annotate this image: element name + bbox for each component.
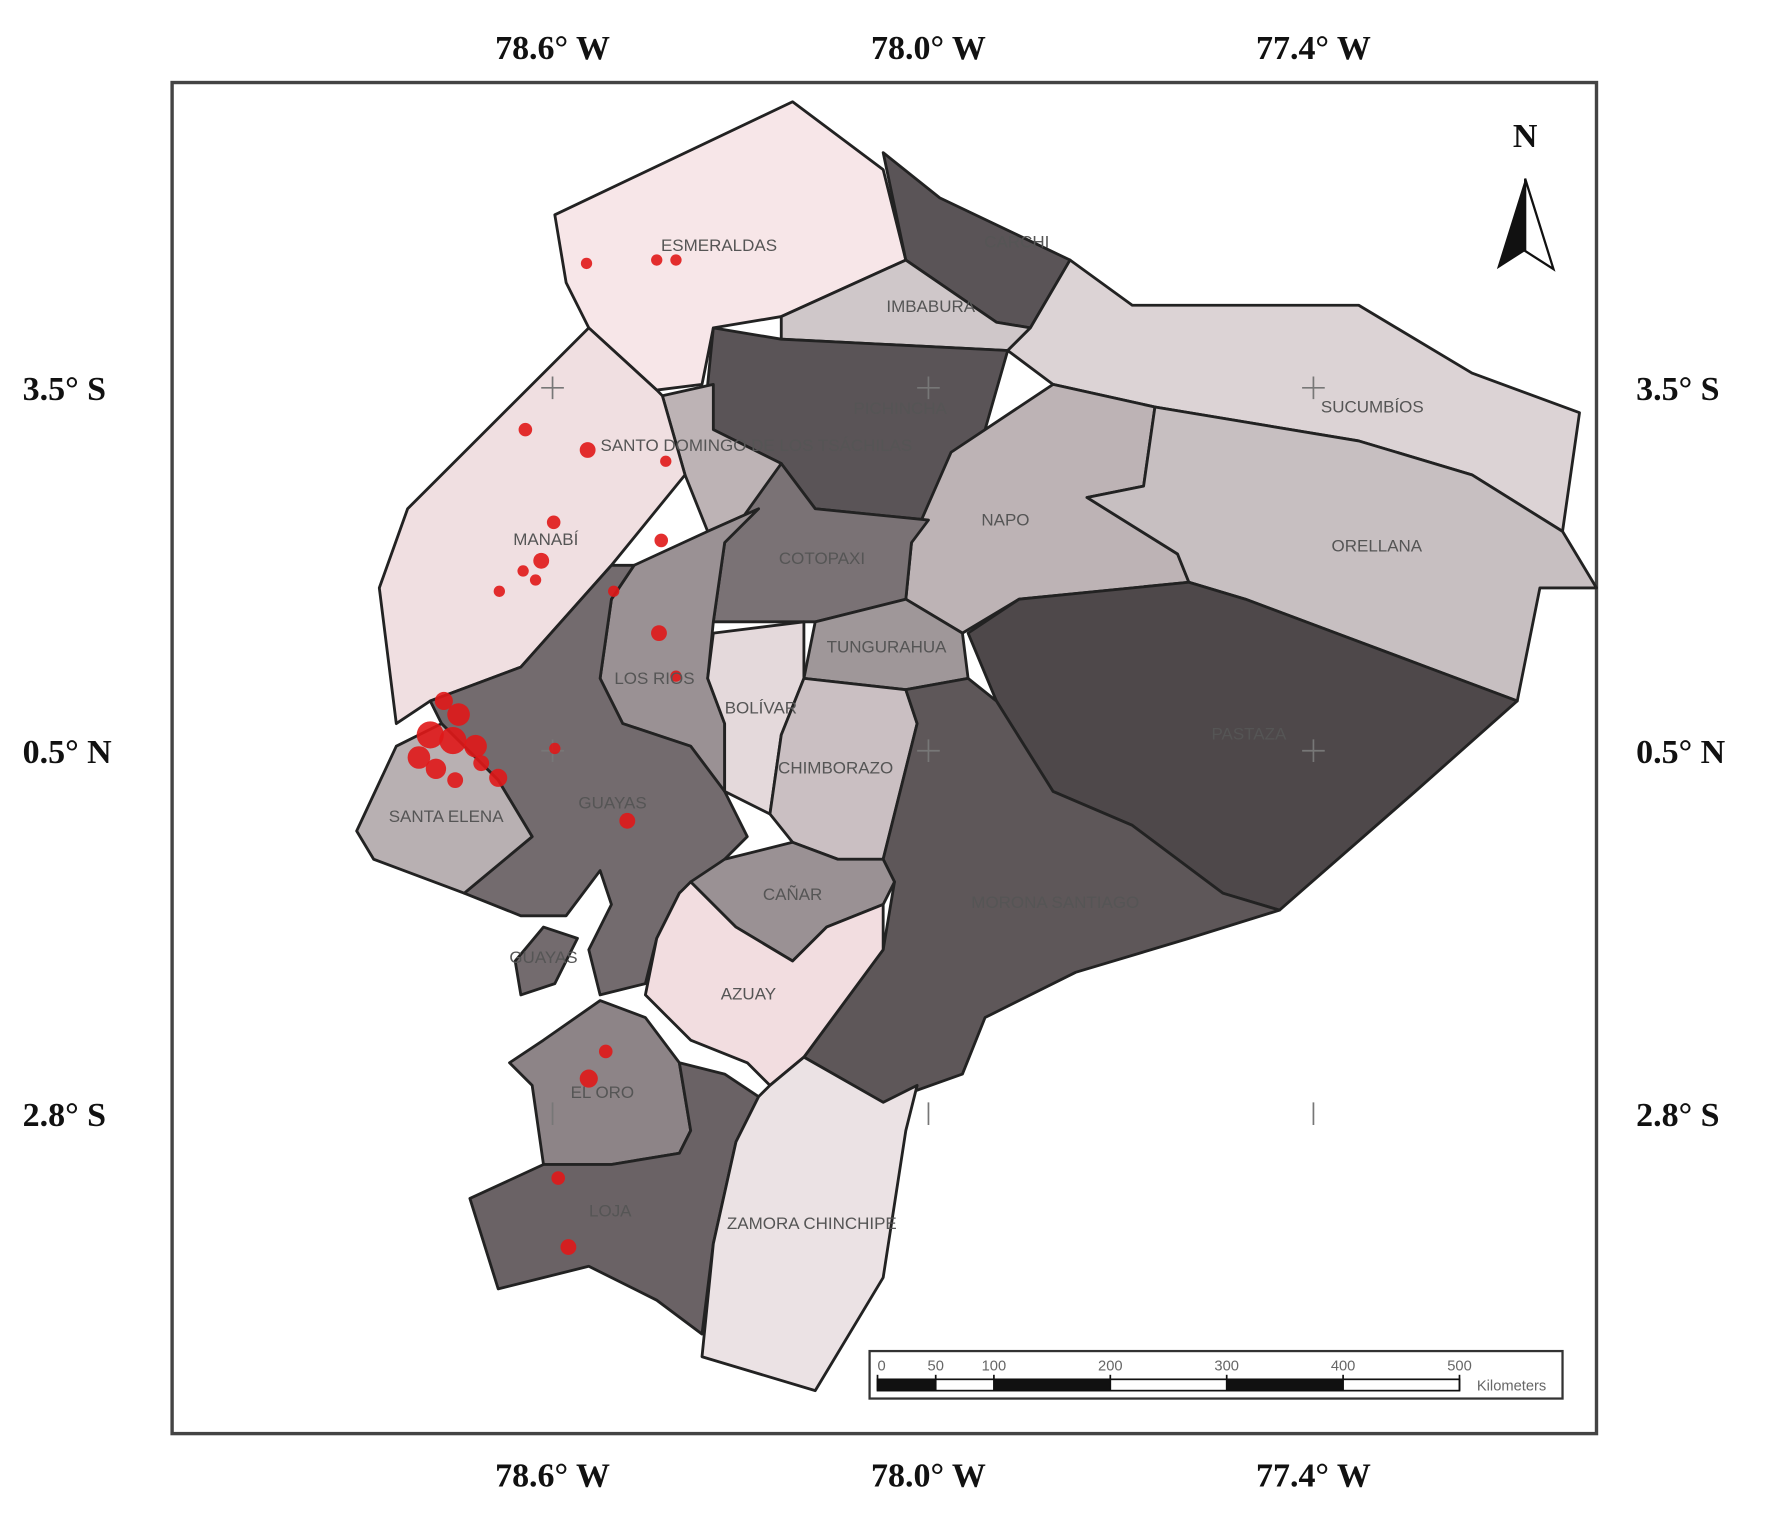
province-label: LOJA bbox=[589, 1201, 632, 1220]
province bbox=[700, 1055, 919, 1393]
province bbox=[355, 722, 534, 895]
province bbox=[513, 925, 579, 997]
north-arrow bbox=[1496, 178, 1556, 272]
province-label: CARCHI bbox=[984, 233, 1049, 252]
scale-tick-label: 50 bbox=[928, 1358, 944, 1374]
province-label: EL ORO bbox=[571, 1083, 635, 1102]
province-label: CAÑAR bbox=[763, 884, 822, 904]
scale-tick-label: 400 bbox=[1331, 1358, 1356, 1374]
province bbox=[1085, 405, 1598, 703]
province-label: GUAYAS bbox=[578, 793, 646, 812]
province-label: NAPO bbox=[981, 511, 1029, 530]
north-label: N bbox=[1513, 118, 1538, 155]
latitude-label: 2.8° S bbox=[23, 1097, 106, 1134]
scale-segment bbox=[877, 1379, 936, 1391]
provinces bbox=[355, 100, 1598, 1393]
scale-tick-label: 200 bbox=[1098, 1358, 1123, 1374]
scale-tick-label: 0 bbox=[878, 1358, 886, 1374]
province-label: MANABÍ bbox=[513, 530, 578, 549]
province-label: SUCUMBÍOS bbox=[1321, 398, 1424, 417]
province-label: LOS RIOS bbox=[614, 669, 694, 688]
scale-bar bbox=[868, 1349, 1564, 1400]
sample-points bbox=[407, 254, 682, 1255]
scale-segment bbox=[993, 1379, 1111, 1391]
scale-tick-label: 500 bbox=[1447, 1358, 1472, 1374]
scale-tick-label: 100 bbox=[982, 1358, 1007, 1374]
province-label: CHIMBORAZO bbox=[778, 758, 893, 777]
latitude-label: 2.8° S bbox=[1636, 1097, 1719, 1134]
province-label: COTOPAXI bbox=[779, 549, 865, 568]
province-label: BOLÍVAR bbox=[725, 698, 797, 717]
scale-segment bbox=[1226, 1379, 1344, 1391]
province-label: TUNGURAHUA bbox=[827, 637, 947, 656]
longitude-label: 78.6° W bbox=[495, 1458, 610, 1495]
scale-tick-label: 300 bbox=[1214, 1358, 1239, 1374]
longitude-label: 77.4° W bbox=[1256, 30, 1371, 67]
latitude-label: 3.5° S bbox=[1636, 371, 1719, 408]
province-label: PICHINCHA bbox=[853, 399, 947, 418]
province-label: ZAMORA CHINCHIPE bbox=[727, 1214, 897, 1233]
latitude-label: 0.5° N bbox=[23, 734, 113, 771]
longitude-label: 78.6° W bbox=[495, 30, 610, 67]
latitude-label: 0.5° N bbox=[1636, 734, 1726, 771]
latitude-label: 3.5° S bbox=[23, 371, 106, 408]
province-label: SANTA ELENA bbox=[389, 807, 505, 826]
province bbox=[643, 880, 885, 1087]
longitude-label: 78.0° W bbox=[871, 1458, 986, 1495]
province-label: ESMERALDAS bbox=[661, 236, 777, 255]
province-label: PASTAZA bbox=[1211, 724, 1287, 743]
province-label: AZUAY bbox=[721, 984, 776, 1003]
scale-unit: Kilometers bbox=[1477, 1379, 1546, 1395]
province-label: IMBABURA bbox=[886, 297, 975, 316]
longitude-label: 78.0° W bbox=[871, 30, 986, 67]
province-label: SANTO DOMINGO DE LOS TSÁCHILAS bbox=[600, 436, 912, 455]
province-label: MORONA SANTIAGO bbox=[971, 893, 1139, 912]
longitude-label: 77.4° W bbox=[1256, 1458, 1371, 1495]
province-label: ORELLANA bbox=[1332, 537, 1423, 556]
province-label: GUAYAS bbox=[509, 948, 577, 967]
